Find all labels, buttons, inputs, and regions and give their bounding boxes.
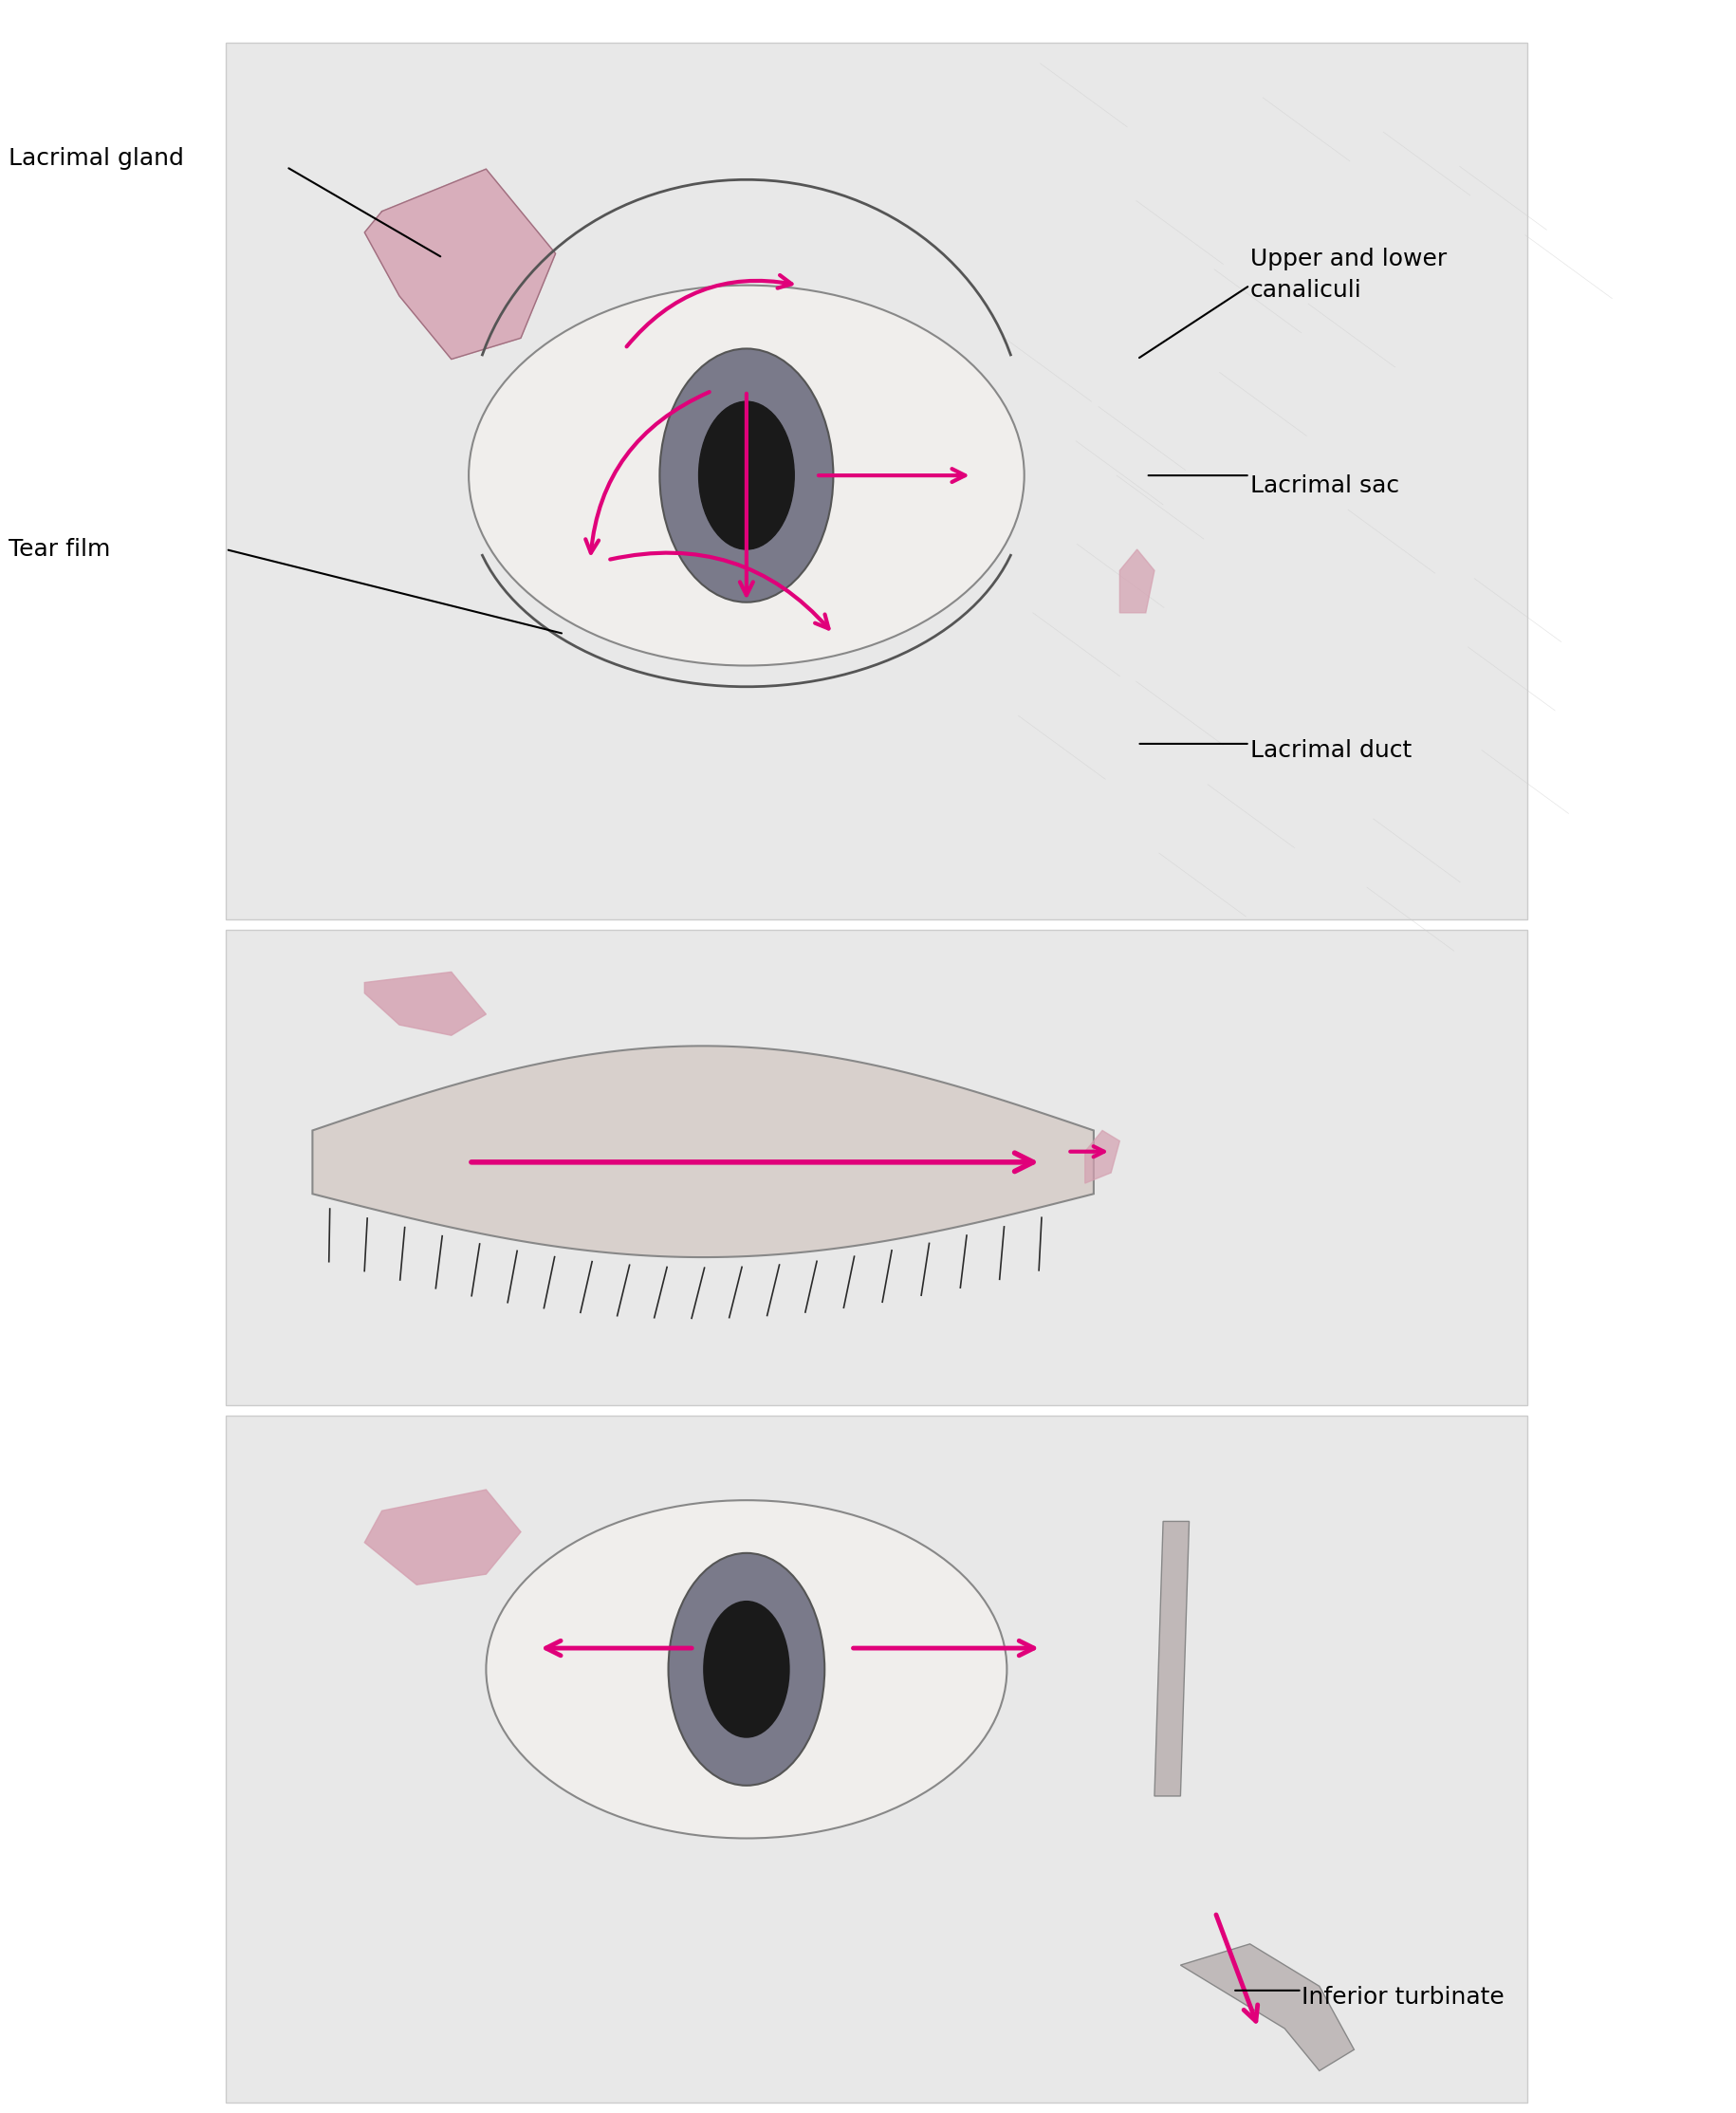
Ellipse shape: [469, 285, 1024, 666]
Text: Lacrimal sac: Lacrimal sac: [1250, 475, 1399, 497]
Polygon shape: [365, 972, 486, 1035]
Polygon shape: [312, 1046, 1094, 1257]
Ellipse shape: [698, 401, 795, 549]
FancyBboxPatch shape: [226, 930, 1528, 1405]
Polygon shape: [365, 1490, 521, 1585]
Polygon shape: [365, 169, 556, 359]
Polygon shape: [1154, 1521, 1189, 1796]
Text: Lacrimal gland: Lacrimal gland: [9, 148, 184, 169]
FancyBboxPatch shape: [226, 1416, 1528, 2102]
Bar: [226, 930, 1528, 1405]
Text: Tear film: Tear film: [9, 539, 111, 560]
Text: Inferior turbinate: Inferior turbinate: [1302, 1986, 1505, 2007]
Polygon shape: [1085, 1130, 1120, 1183]
Ellipse shape: [486, 1500, 1007, 1838]
Text: Upper and lower
canaliculi: Upper and lower canaliculi: [1250, 247, 1446, 302]
Ellipse shape: [698, 401, 795, 549]
Polygon shape: [1120, 549, 1154, 613]
FancyBboxPatch shape: [226, 42, 1528, 919]
Ellipse shape: [703, 1602, 790, 1737]
Ellipse shape: [668, 1553, 825, 1785]
Polygon shape: [1180, 1944, 1354, 2071]
Bar: [226, 42, 1528, 919]
Bar: [226, 1416, 1528, 2102]
Ellipse shape: [660, 349, 833, 602]
Text: Lacrimal duct: Lacrimal duct: [1250, 740, 1411, 761]
